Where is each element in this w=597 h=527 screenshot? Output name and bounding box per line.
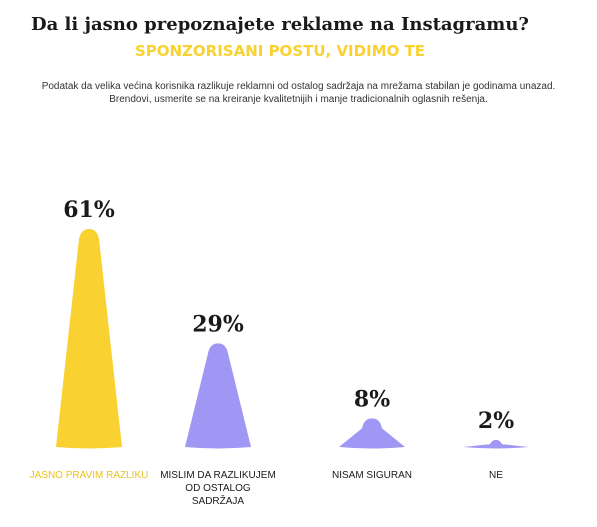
description-line-1: Podatak da velika većina korisnika razli… — [41, 81, 556, 92]
chart-description: Podatak da velika većina korisnika razli… — [0, 80, 597, 106]
bar-4 — [463, 439, 529, 449]
bar-1 — [56, 229, 122, 449]
category-label-3-line-1: NISAM SIGURAN — [332, 470, 412, 481]
value-label-3: 8% — [354, 386, 390, 412]
bar-2 — [185, 343, 251, 449]
category-label-2-line-3: SADRŽAJA — [192, 494, 245, 507]
value-label-4: 2% — [478, 408, 514, 434]
category-label-1-line-1: JASNO PRAVIM RAZLIKU — [30, 470, 149, 481]
chart-title: Da li jasno prepoznajete reklame na Inst… — [31, 14, 529, 35]
chart-subtitle: SPONZORISANI POSTU, VIDIMO TE — [134, 42, 426, 60]
category-label-4-line-1: NE — [489, 470, 503, 481]
category-label-2-line-1: MISLIM DA RAZLIKUJEM — [160, 470, 276, 481]
value-label-2: 29% — [192, 311, 244, 337]
bar-3 — [339, 418, 405, 449]
category-label-2-line-2: OD OSTALOG — [185, 483, 251, 494]
description-line-2: Brendovi, usmerite se na kreiranje kvali… — [109, 94, 488, 105]
value-label-1: 61% — [63, 197, 115, 223]
